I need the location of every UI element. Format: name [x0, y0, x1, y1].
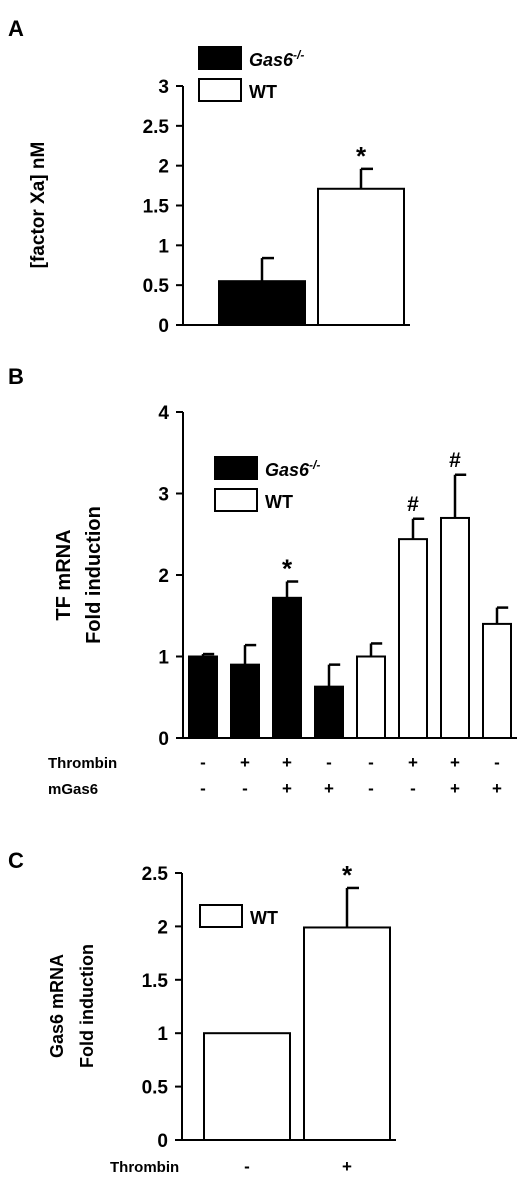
significance-marker: # — [407, 493, 419, 516]
panel-label-b: B — [8, 364, 24, 389]
bar — [317, 187, 405, 326]
condition-sign: + — [324, 779, 334, 798]
condition-sign: - — [244, 1157, 250, 1176]
panel-label-c: C — [8, 848, 24, 873]
y-axis-title-line: TF mRNA — [53, 529, 75, 620]
y-tick-label: 1 — [158, 648, 169, 669]
condition-sign: - — [494, 753, 500, 772]
condition-sign: + — [450, 753, 460, 772]
legend-label: Gas6-/- — [265, 458, 320, 480]
legend-label: Gas6-/- — [249, 48, 304, 70]
legend-label: WT — [265, 492, 293, 512]
y-tick-label: 0 — [158, 729, 169, 750]
y-tick-label: 0.5 — [143, 276, 170, 297]
legend-swatch — [214, 456, 258, 480]
legend-swatch — [199, 904, 243, 928]
legend-swatch — [198, 78, 242, 102]
bar — [230, 663, 260, 740]
legend-label-text: Gas6 — [249, 50, 294, 70]
condition-sign: + — [282, 779, 292, 798]
y-tick-label: 2 — [158, 157, 169, 178]
condition-sign: - — [242, 779, 248, 798]
condition-label: Thrombin — [48, 755, 117, 772]
y-tick-label: 0 — [158, 316, 169, 337]
bar — [440, 516, 470, 740]
condition-sign: + — [492, 779, 502, 798]
bar — [398, 538, 428, 740]
significance-marker: # — [449, 449, 461, 472]
chart-a: 0 0.5 1 1.5 2 2.5 3 [factor Xa] nM * Gas6-/- WT — [28, 46, 410, 337]
y-tick-label: 1.5 — [142, 971, 169, 992]
condition-sign: + — [282, 753, 292, 772]
bar — [482, 622, 512, 740]
chart-b: 0 1 2 3 4 TF mRNA Fold induction * # # Gas6-/- WT Th… — [48, 403, 517, 798]
y-tick-label: 3 — [158, 485, 169, 506]
legend-label-text: WT — [265, 492, 293, 512]
y-axis-title-line: Gas6 mRNA — [47, 954, 67, 1058]
y-tick-label: 1.5 — [143, 197, 170, 218]
condition-sign: - — [200, 779, 206, 798]
legend-label-text: WT — [250, 908, 278, 928]
bar — [203, 1032, 291, 1141]
legend-swatch — [214, 488, 258, 512]
y-tick-label: 2 — [157, 917, 168, 938]
y-axis-title-line: Fold induction — [77, 944, 97, 1068]
y-tick-label: 1 — [157, 1024, 168, 1045]
y-tick-label: 2.5 — [143, 117, 170, 138]
y-tick-label: 4 — [158, 403, 169, 424]
condition-sign: - — [200, 753, 206, 772]
condition-label: mGas6 — [48, 781, 98, 798]
legend-label: WT — [250, 908, 278, 928]
legend-label-superscript: -/- — [309, 458, 320, 472]
significance-marker: * — [282, 554, 293, 584]
y-tick-label: 2.5 — [142, 864, 169, 885]
bar — [188, 655, 218, 739]
bar — [314, 685, 344, 740]
y-tick-label: 2 — [158, 566, 169, 587]
condition-sign: - — [368, 753, 374, 772]
bar — [218, 280, 306, 326]
legend-label-text: WT — [249, 82, 277, 102]
condition-label: Thrombin — [110, 1159, 179, 1176]
condition-sign: + — [342, 1157, 352, 1176]
y-axis-title-line: Fold induction — [83, 506, 105, 644]
y-axis-title: [factor Xa] nM — [28, 142, 49, 269]
condition-sign: + — [240, 753, 250, 772]
y-tick-label: 1 — [158, 236, 169, 257]
bar — [356, 655, 386, 739]
condition-sign: - — [326, 753, 332, 772]
panel-label-a: A — [8, 16, 24, 41]
significance-marker: * — [342, 860, 353, 890]
chart-c: 0 0.5 1 1.5 2 2.5 Gas6 mRNA Fold induction * WT Th… — [47, 860, 396, 1176]
legend-label: WT — [249, 82, 277, 102]
condition-sign: - — [410, 779, 416, 798]
condition-sign: - — [368, 779, 374, 798]
significance-marker: * — [356, 141, 367, 171]
legend-label-text: Gas6 — [265, 460, 310, 480]
bar — [272, 596, 302, 739]
y-tick-label: 3 — [158, 77, 169, 98]
y-tick-label: 0.5 — [142, 1078, 169, 1099]
y-tick-label: 0 — [157, 1131, 168, 1152]
legend-swatch — [198, 46, 242, 70]
bar — [303, 926, 391, 1142]
condition-sign: + — [408, 753, 418, 772]
legend-label-superscript: -/- — [293, 48, 304, 62]
condition-sign: + — [450, 779, 460, 798]
